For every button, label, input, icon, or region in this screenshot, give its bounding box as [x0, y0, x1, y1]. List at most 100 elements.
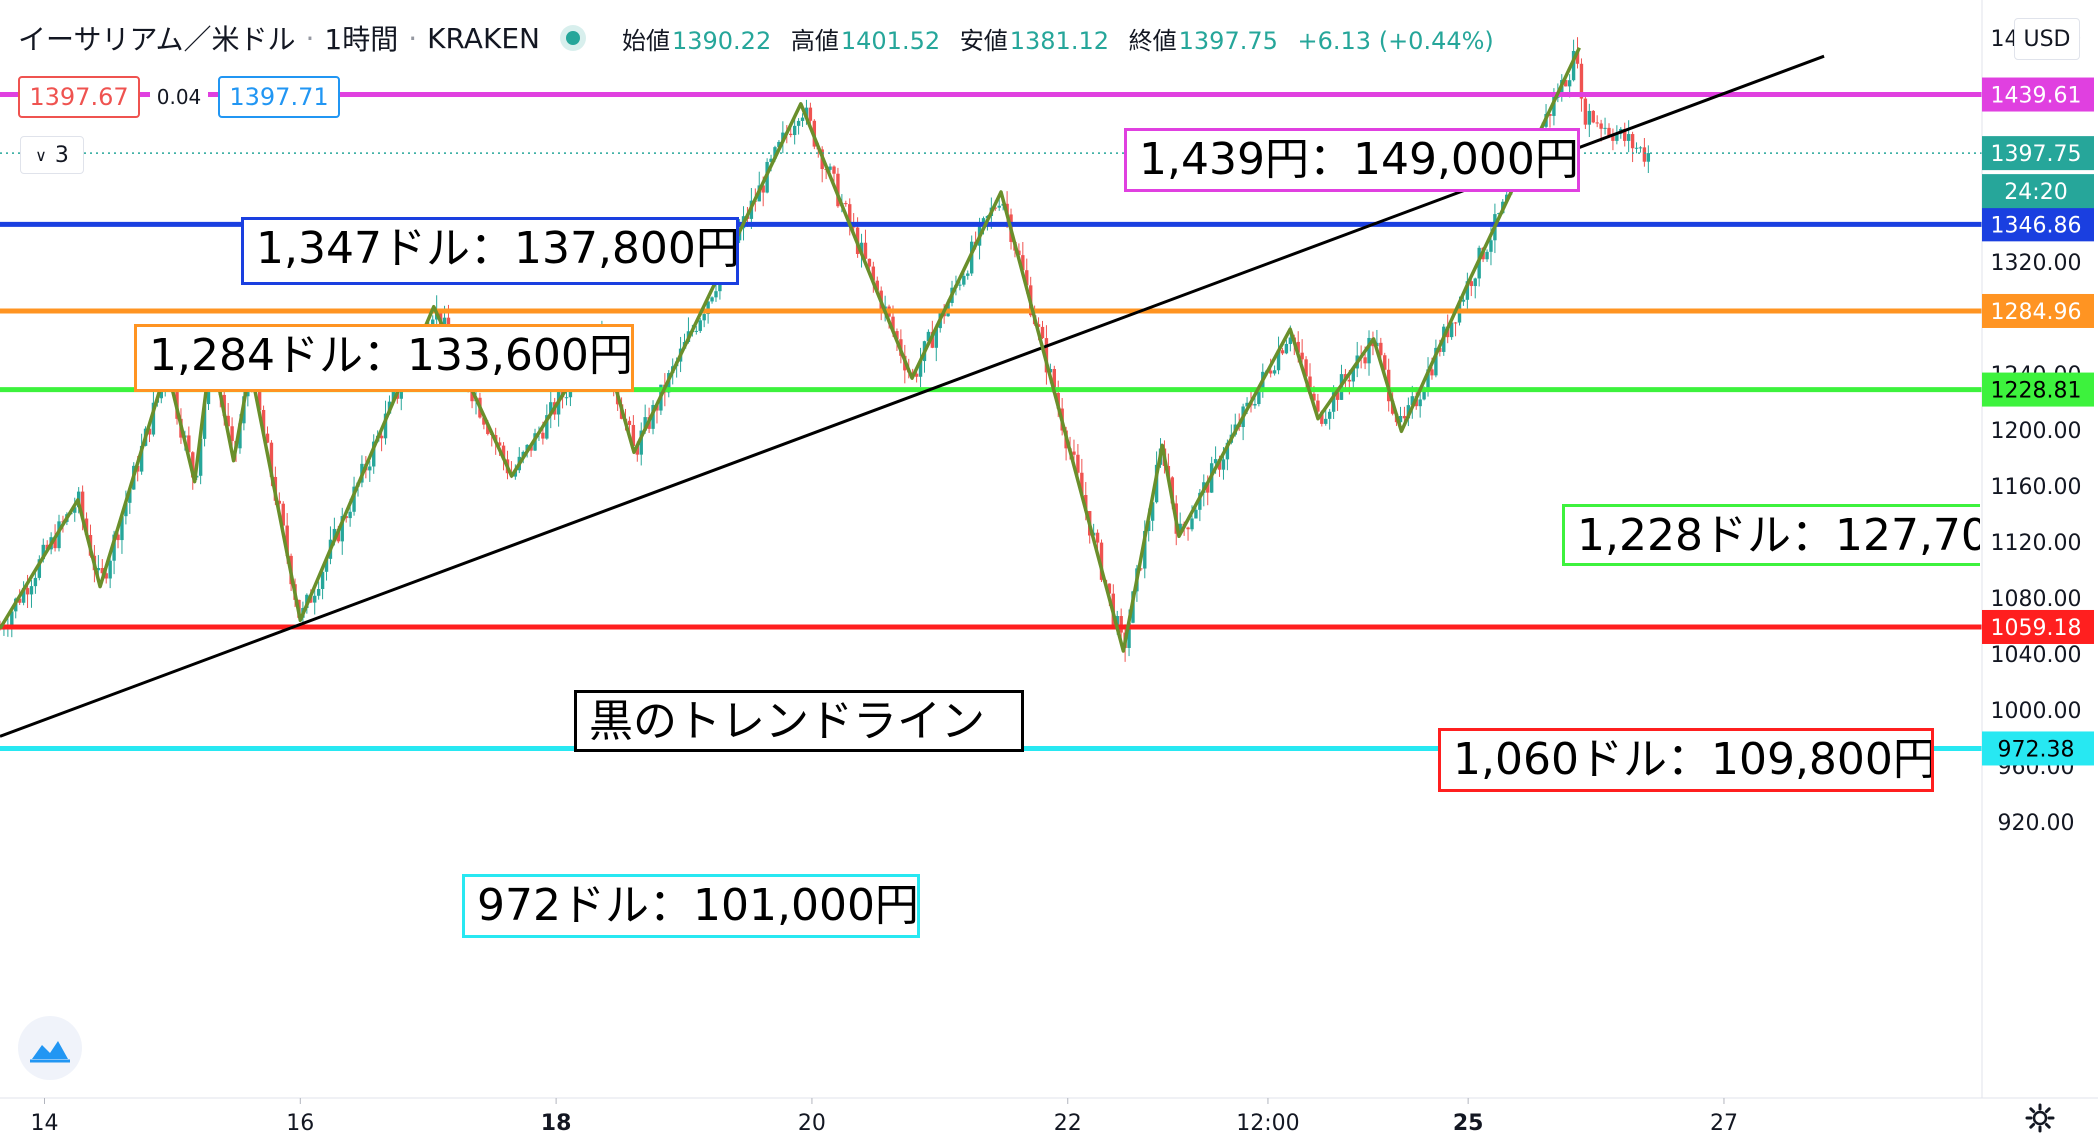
level-lines: [0, 92, 1982, 751]
candle-body: [1449, 322, 1454, 338]
candle-body: [1422, 390, 1426, 400]
currency-button[interactable]: USD: [2014, 18, 2080, 60]
candle-body: [631, 424, 636, 446]
candle-body: [1331, 392, 1336, 412]
candle-body: [257, 382, 262, 410]
candle-body: [332, 528, 337, 540]
candle-body: [836, 173, 840, 207]
sell-button[interactable]: 1397.67: [18, 76, 140, 118]
candle-body: [269, 442, 274, 477]
candle-body: [710, 297, 714, 302]
candle-body: [147, 428, 152, 435]
candle-body: [698, 320, 702, 331]
candle-body: [29, 586, 34, 595]
level-price-tag-bg: [1982, 372, 2094, 407]
candle-body: [320, 571, 325, 590]
time-tick-label: 14: [30, 1111, 58, 1136]
candle-body: [33, 577, 38, 587]
candle-body: [694, 330, 699, 332]
candle-body: [104, 573, 108, 579]
candle-body: [1190, 518, 1194, 530]
candle-body: [116, 534, 120, 541]
candle-body: [627, 420, 632, 425]
separator: ·: [305, 21, 315, 55]
candle-body: [17, 598, 22, 603]
candle-body: [918, 361, 923, 377]
time-tick-label: 27: [1710, 1111, 1738, 1136]
candle-body: [21, 588, 26, 603]
candle-body: [1312, 393, 1316, 401]
candle-body: [1607, 127, 1611, 136]
candle-body: [1127, 622, 1131, 648]
candle-body: [1646, 153, 1651, 162]
candle-body: [804, 107, 809, 118]
level-price-tag: 1228.81: [1991, 379, 2082, 404]
candle-body: [958, 284, 962, 286]
candle-body: [1575, 50, 1580, 64]
candle-body: [191, 452, 195, 478]
gear-icon[interactable]: [2020, 1098, 2060, 1138]
candle-body: [344, 516, 348, 519]
last-price-tag: 1397.75: [1991, 142, 2082, 167]
candle-body: [789, 133, 793, 136]
candle-body: [372, 441, 376, 467]
candle-body: [261, 409, 266, 434]
candle-body: [891, 316, 895, 332]
candle-body: [1036, 324, 1041, 327]
candle-body: [37, 559, 42, 578]
candle-body: [1587, 110, 1592, 125]
candle-body: [1198, 492, 1202, 510]
candle-body: [934, 328, 938, 348]
candle-body: [643, 417, 647, 431]
price-tick-label: 920.00: [1998, 811, 2075, 836]
candle-body: [470, 387, 474, 402]
candle-body: [1025, 270, 1029, 286]
indicators-toggle[interactable]: ∨ 3: [20, 136, 84, 174]
symbol-name[interactable]: イーサリアム／米ドル: [18, 23, 296, 56]
candle-body: [1194, 509, 1198, 519]
candle-body: [1595, 122, 1599, 124]
candle-body: [482, 417, 486, 425]
trend-line-caption: 黒のトレンドライン: [574, 690, 1024, 752]
level-label-972: 972ドル：101,000円: [462, 874, 920, 938]
candle-body: [1642, 147, 1647, 162]
spread-value: 0.04: [150, 76, 208, 118]
candle-body: [1084, 495, 1088, 512]
candle-body: [1213, 459, 1218, 464]
candle-body: [399, 386, 403, 399]
candle-body: [1383, 355, 1387, 370]
price-tick-label: 1040.00: [1991, 643, 2082, 668]
price-axis[interactable]: 1480.001360.001320.001240.001200.001160.…: [1981, 0, 2098, 1146]
market-status-icon: [565, 31, 580, 45]
candle-body: [997, 205, 1001, 208]
interval-label[interactable]: 1時間: [324, 23, 399, 56]
candle-body: [277, 500, 282, 504]
level-label-1347: 1,347ドル：137,800円: [241, 217, 739, 285]
open-value: 1390.22: [671, 26, 772, 55]
candle-body: [800, 117, 805, 121]
candle-body: [238, 423, 242, 449]
candle-body: [1402, 415, 1407, 419]
candle-body: [497, 442, 502, 446]
candle-body: [340, 516, 344, 542]
tradingview-logo-icon[interactable]: [18, 1016, 82, 1080]
candle-body: [981, 218, 986, 225]
level-price-tag: 972.38: [1998, 737, 2075, 762]
indicators-count: 3: [54, 142, 69, 168]
candle-body: [352, 486, 356, 512]
symbol-header[interactable]: イーサリアム／米ドル · 1時間 · KRAKEN 始値1390.22 高値14…: [18, 18, 1494, 58]
candle-body: [1095, 532, 1100, 543]
candle-body: [285, 525, 289, 556]
candle-body: [761, 185, 765, 193]
candle-body: [1080, 472, 1084, 496]
time-axis[interactable]: 14 16 18 20 22 12:00 25 27: [0, 1097, 2098, 1136]
buy-button[interactable]: 1397.71: [218, 76, 340, 118]
candle-body: [198, 438, 203, 476]
candle-body: [1347, 379, 1352, 382]
candle-body: [639, 430, 643, 455]
candle-body: [1489, 240, 1493, 252]
candle-body: [1630, 134, 1635, 149]
level-label-1228: 1,228ドル：127,700円: [1562, 504, 1980, 566]
price-tick-label: 1320.00: [1991, 251, 2082, 276]
